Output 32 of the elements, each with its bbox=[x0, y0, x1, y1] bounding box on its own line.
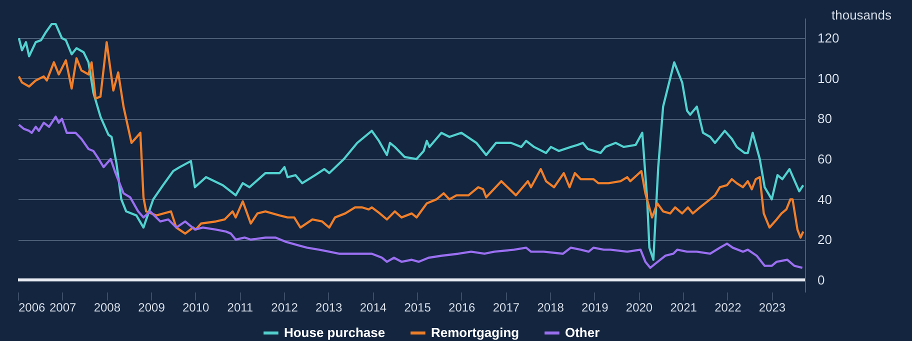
x-tick-label: 2022 bbox=[714, 300, 742, 314]
line-series bbox=[18, 41, 804, 239]
x-tick-label: 2018 bbox=[537, 300, 564, 314]
x-tick-label: 2012 bbox=[271, 300, 298, 314]
y-tick-label: 80 bbox=[818, 111, 832, 126]
y-tick-label: 100 bbox=[818, 70, 840, 86]
y-tick-label: 60 bbox=[818, 152, 832, 167]
legend-label: Other bbox=[564, 325, 600, 340]
x-tick-label: 2006 bbox=[18, 300, 46, 314]
x-tick-label: 2023 bbox=[758, 300, 786, 314]
line-series bbox=[18, 22, 804, 261]
line-series bbox=[18, 116, 804, 269]
x-tick-label: 2015 bbox=[404, 300, 432, 314]
x-tick-label: 2021 bbox=[670, 300, 698, 314]
y-tick-label: 20 bbox=[818, 232, 832, 248]
x-tick-label: 2016 bbox=[448, 300, 476, 314]
y-tick-label: 0 bbox=[818, 272, 825, 288]
x-tick-label: 2014 bbox=[360, 300, 387, 314]
y-axis-title: thousands bbox=[832, 8, 892, 22]
y-tick-label: 120 bbox=[818, 30, 840, 46]
x-tick-label: 2009 bbox=[138, 300, 166, 314]
x-tick-label: 2010 bbox=[182, 300, 210, 314]
x-tick-label: 2020 bbox=[626, 300, 653, 314]
y-tick-label: 40 bbox=[818, 192, 832, 207]
legend-label: House purchase bbox=[284, 325, 386, 340]
x-tick-label: 2019 bbox=[582, 300, 609, 314]
x-tick-label: 2011 bbox=[227, 300, 254, 314]
x-tick-label: 2008 bbox=[94, 300, 121, 314]
x-tick-label: 2007 bbox=[49, 300, 77, 314]
x-tick-label: 2017 bbox=[492, 300, 520, 314]
x-tick-label: 2013 bbox=[316, 300, 343, 314]
legend-label: Remortgaging bbox=[430, 325, 520, 340]
